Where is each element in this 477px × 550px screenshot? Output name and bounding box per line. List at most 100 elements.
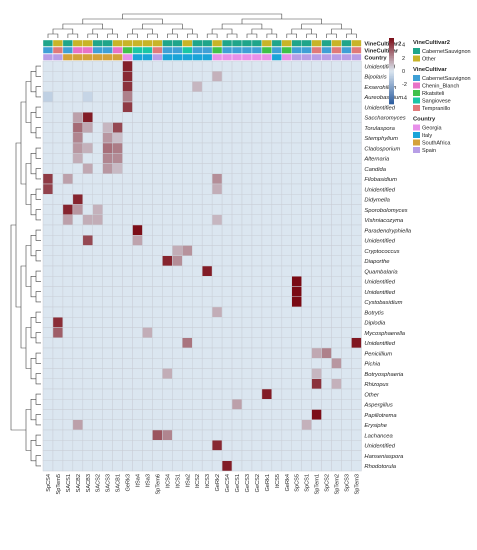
heatmap-cell — [92, 173, 103, 185]
heatmap-cell — [341, 327, 352, 338]
heatmap-cell — [291, 419, 302, 431]
heatmap-cell — [182, 112, 193, 123]
heatmap-cell — [62, 327, 74, 338]
heatmap-cell — [271, 419, 283, 431]
heatmap-cell — [231, 163, 243, 174]
heatmap-cell — [201, 163, 213, 174]
legend-item-label: Georgia — [422, 126, 443, 132]
heatmap-cell — [42, 71, 54, 82]
heatmap-cell — [112, 81, 123, 92]
heatmap-cell — [162, 81, 173, 92]
column-dendrogram-link — [142, 23, 183, 29]
heatmap-cell — [201, 388, 213, 400]
heatmap-cell — [42, 173, 54, 185]
heatmap-cell — [62, 306, 74, 318]
heatmap-cell — [112, 173, 123, 185]
heatmap-cell — [341, 358, 352, 369]
heatmap-cell — [82, 368, 94, 379]
heatmap-cell — [72, 112, 84, 123]
heatmap-cell — [271, 368, 283, 379]
heatmap-cell — [152, 347, 163, 359]
heatmap-cell — [291, 142, 302, 154]
heatmap-cell — [92, 235, 103, 246]
heatmap-cell — [102, 81, 113, 92]
heatmap-cell — [42, 347, 54, 359]
heatmap-cell — [82, 255, 94, 267]
heatmap-cell — [142, 306, 153, 318]
heatmap-cell — [112, 91, 123, 103]
annotation-cell — [321, 46, 332, 54]
heatmap-cell — [231, 153, 243, 164]
heatmap-cell — [241, 173, 253, 185]
heatmap-cell — [211, 71, 223, 82]
heatmap-cell — [241, 460, 253, 472]
heatmap-cell — [142, 399, 153, 410]
heatmap-cell — [72, 368, 84, 379]
heatmap-cell — [152, 194, 163, 205]
annotation-cell — [331, 53, 342, 61]
row-dendrogram-link — [35, 188, 41, 200]
heatmap-cell — [172, 71, 183, 82]
heatmap-cell — [52, 368, 64, 379]
row-dendrogram-link — [35, 373, 41, 385]
heatmap-cell — [291, 429, 302, 441]
annotation-cell — [231, 53, 243, 61]
heatmap-cell — [231, 204, 243, 215]
heatmap-cell — [122, 173, 133, 185]
heatmap-cell — [321, 194, 332, 205]
heatmap-cell — [112, 337, 123, 349]
heatmap-cell — [112, 388, 123, 400]
heatmap-cell — [162, 450, 173, 461]
heatmap-cell — [231, 122, 243, 133]
heatmap-cell — [261, 204, 273, 215]
heatmap-cell — [321, 235, 332, 246]
heatmap-cell — [82, 276, 94, 287]
heatmap-cell — [132, 112, 143, 123]
heatmap-cell — [351, 327, 362, 338]
heatmap-cell — [132, 358, 143, 369]
heatmap-cell — [182, 71, 193, 82]
heatmap-cell — [182, 235, 193, 246]
heatmap-cell — [172, 142, 183, 154]
heatmap-cell — [221, 368, 233, 379]
heatmap-cell — [231, 91, 243, 103]
colorbar-segment — [389, 72, 394, 75]
heatmap-cell — [52, 409, 64, 420]
heatmap-cell — [291, 163, 302, 174]
heatmap-cell — [221, 132, 233, 144]
heatmap-cell — [72, 327, 84, 338]
heatmap-cell — [261, 450, 273, 461]
heatmap-cell — [281, 214, 292, 226]
heatmap-cell — [241, 399, 253, 410]
heatmap-cell — [331, 71, 342, 82]
heatmap-cell — [42, 60, 54, 72]
annotation-cell — [52, 39, 64, 47]
heatmap-cell — [331, 450, 342, 461]
heatmap-cell — [152, 440, 163, 451]
heatmap-cell — [162, 317, 173, 328]
heatmap-cell — [271, 173, 283, 185]
heatmap-cell — [281, 347, 292, 359]
heatmap-cell — [221, 91, 233, 103]
row-label: Unidentified — [364, 280, 395, 286]
row-label: Botrytis — [364, 310, 383, 316]
row-dendrogram-link — [35, 106, 41, 118]
colorbar-segment — [389, 38, 394, 40]
column-label: GeRk4 — [285, 474, 291, 491]
heatmap-cell — [231, 327, 243, 338]
heatmap-cell — [251, 122, 263, 133]
heatmap-cell — [182, 265, 193, 277]
heatmap-cell — [281, 296, 292, 308]
heatmap-cell — [92, 81, 103, 92]
heatmap-cell — [351, 286, 362, 297]
column-dendrogram-link — [122, 13, 283, 19]
heatmap-cell — [112, 255, 123, 267]
heatmap-cell — [122, 368, 133, 379]
heatmap-cell — [142, 337, 153, 349]
heatmap-cell — [281, 265, 292, 277]
heatmap-cell — [311, 71, 322, 82]
heatmap-cell — [122, 91, 133, 103]
heatmap-cell — [271, 388, 283, 400]
heatmap-cell — [82, 388, 94, 400]
heatmap-cell — [261, 112, 273, 123]
